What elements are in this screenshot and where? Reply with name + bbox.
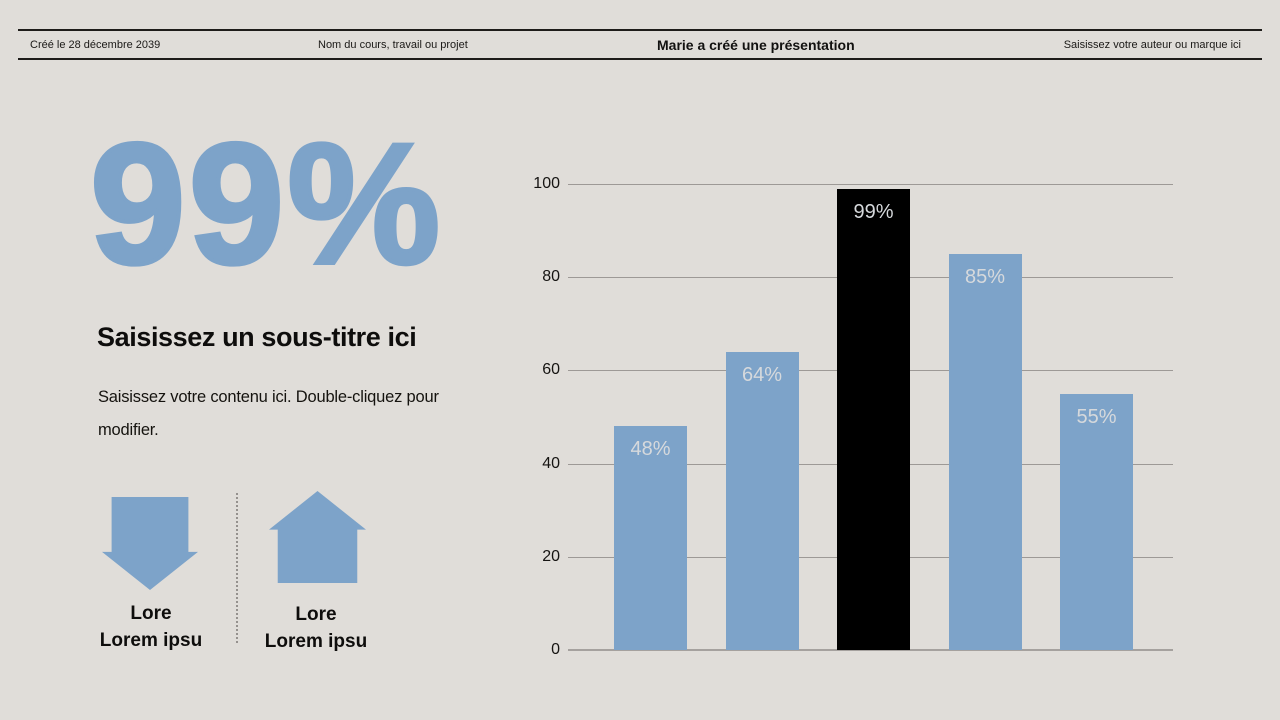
arrow-up-icon[interactable] [269, 491, 366, 583]
chart-bar-4[interactable]: 85% [948, 253, 1022, 650]
course-name-placeholder[interactable]: Nom du cours, travail ou projet [318, 38, 468, 51]
bar-value-label: 99% [853, 200, 894, 223]
callout-left-line2: Lorem ipsu [99, 630, 203, 651]
bar-value-label: 85% [964, 265, 1006, 288]
slide-header: Créé le 28 décembre 2039 Nom du cours, t… [18, 29, 1262, 60]
author-brand-placeholder[interactable]: Saisissez votre auteur ou marque ici [1063, 38, 1241, 51]
dotted-divider [236, 493, 238, 643]
chart-bar-3[interactable]: 99% [837, 188, 910, 650]
arrow-down-icon[interactable] [102, 497, 198, 590]
bar-value-label: 48% [630, 438, 671, 461]
gridline-y0 [568, 649, 1173, 651]
chart-bar-1[interactable]: 48% [614, 426, 687, 650]
bar-value-label: 55% [1076, 405, 1117, 428]
bar-chart[interactable]: 0 20 40 60 80 100 48% 64% 99% 85% 55% [530, 170, 1190, 680]
gridline-y100 [568, 184, 1173, 185]
callout-left-line1: Lore [130, 603, 172, 624]
y-axis-tick-label: 40 [542, 454, 560, 472]
chart-bar-5[interactable]: 55% [1060, 393, 1133, 650]
y-axis-tick-label: 100 [533, 175, 560, 192]
y-axis-tick-label: 60 [542, 361, 560, 379]
body-text-placeholder[interactable]: Saisissez votre contenu ici. Double-cliq… [98, 388, 439, 439]
callout-right-line1: Lore [295, 604, 337, 625]
callout-right-line2: Lorem ipsu [264, 631, 368, 652]
y-axis-tick-label: 0 [551, 641, 560, 658]
callout-label-left[interactable]: Lore Lorem ipsu [71, 600, 231, 654]
subtitle-placeholder[interactable]: Saisissez un sous-titre ici [97, 322, 417, 352]
y-axis-tick-label: 80 [542, 268, 560, 286]
y-axis-tick-label: 20 [542, 547, 560, 565]
created-date-placeholder[interactable]: Créé le 28 décembre 2039 [30, 38, 161, 51]
big-stat-number[interactable]: 99% [88, 108, 444, 300]
presentation-title[interactable]: Marie a créé une présentation [657, 36, 855, 53]
callout-label-right[interactable]: Lore Lorem ipsu [236, 601, 396, 655]
chart-bar-2[interactable]: 64% [725, 351, 799, 650]
bar-value-label: 64% [741, 363, 783, 386]
